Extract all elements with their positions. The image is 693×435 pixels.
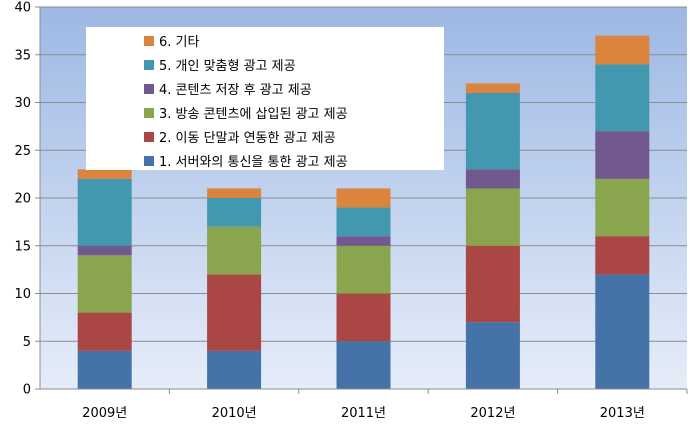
x-tick-label: 2009년: [82, 406, 127, 421]
bar-segment-s2-2: [207, 274, 262, 351]
y-tick-label: 35: [14, 48, 31, 63]
bar-segment-s3-1: [77, 255, 132, 313]
legend-swatch-4: [144, 84, 154, 94]
legend-swatch-1: [144, 156, 154, 166]
bar-segment-s4-5: [595, 131, 650, 179]
bar-segment-s5-5: [595, 64, 650, 132]
bar-segment-s4-1: [77, 245, 132, 256]
bar-segment-s2-1: [77, 312, 132, 351]
y-tick-label: 15: [14, 239, 31, 254]
bar-segment-s3-5: [595, 178, 650, 237]
legend-label-4: 4. 콘텐츠 저장 후 광고 제공: [159, 83, 312, 98]
x-tick-label: 2013년: [600, 406, 645, 421]
legend-swatch-3: [144, 108, 154, 118]
bar-segment-s6-1: [77, 169, 132, 179]
bar-segment-s1-2: [207, 350, 262, 389]
bar-segment-s1-1: [77, 350, 132, 389]
axes: 0 5 10 15 20 25 30 35 40 2009년 2010년 2011년 2012년 2013…: [14, 1, 688, 421]
bar-segment-s1-4: [465, 322, 520, 389]
y-tick-label: 5: [23, 335, 31, 350]
legend-label-2: 2. 이동 단말과 연동한 광고 제공: [159, 131, 336, 146]
bar-segment-s5-3: [336, 207, 391, 237]
legend-box: [86, 27, 444, 170]
bar-segment-s4-3: [336, 236, 391, 246]
legend-label-5: 5. 개인 맞춤형 광고 제공: [159, 59, 296, 74]
bar-segment-s6-3: [336, 188, 391, 208]
x-tick-label: 2010년: [212, 406, 257, 421]
y-tick-label: 25: [14, 144, 31, 159]
bar-segment-s1-5: [595, 274, 650, 389]
bar-segment-s4-4: [465, 169, 520, 189]
y-tick-label: 30: [14, 96, 31, 111]
bar-segment-s3-4: [465, 188, 520, 246]
legend-swatch-2: [144, 132, 154, 142]
bar-segment-s2-3: [336, 293, 391, 342]
bar-segment-s2-4: [465, 245, 520, 323]
bar-segment-s5-2: [207, 198, 262, 227]
bar-segment-s6-5: [595, 35, 650, 65]
y-tick-label: 0: [23, 383, 31, 398]
legend-label-1: 1. 서버와의 통신을 통한 광고 제공: [159, 155, 348, 170]
y-tick-label: 20: [14, 192, 31, 207]
bar-segment-s5-1: [77, 178, 132, 246]
bars: [77, 35, 650, 389]
bar-segment-s2-5: [595, 236, 650, 275]
bar-segment-s6-2: [207, 188, 262, 198]
bar-segment-s5-4: [465, 92, 520, 170]
legend-label-6: 6. 기타: [159, 35, 199, 50]
y-tick-label: 10: [14, 287, 31, 302]
legend: 6. 기타 5. 개인 맞춤형 광고 제공 4. 콘텐츠 저장 후 광고 제공 3. …: [86, 27, 444, 170]
bar-segment-s3-2: [207, 226, 262, 275]
bar-segment-s3-3: [336, 245, 391, 294]
bar-segment-s1-3: [336, 341, 391, 389]
legend-swatch-6: [144, 36, 154, 46]
y-tick-label: 40: [14, 1, 31, 16]
x-tick-label: 2011년: [341, 406, 386, 421]
bar-segment-s6-4: [465, 83, 520, 93]
legend-swatch-5: [144, 60, 154, 70]
legend-label-3: 3. 방송 콘텐츠에 삽입된 광고 제공: [159, 107, 348, 122]
x-tick-label: 2012년: [470, 406, 515, 421]
